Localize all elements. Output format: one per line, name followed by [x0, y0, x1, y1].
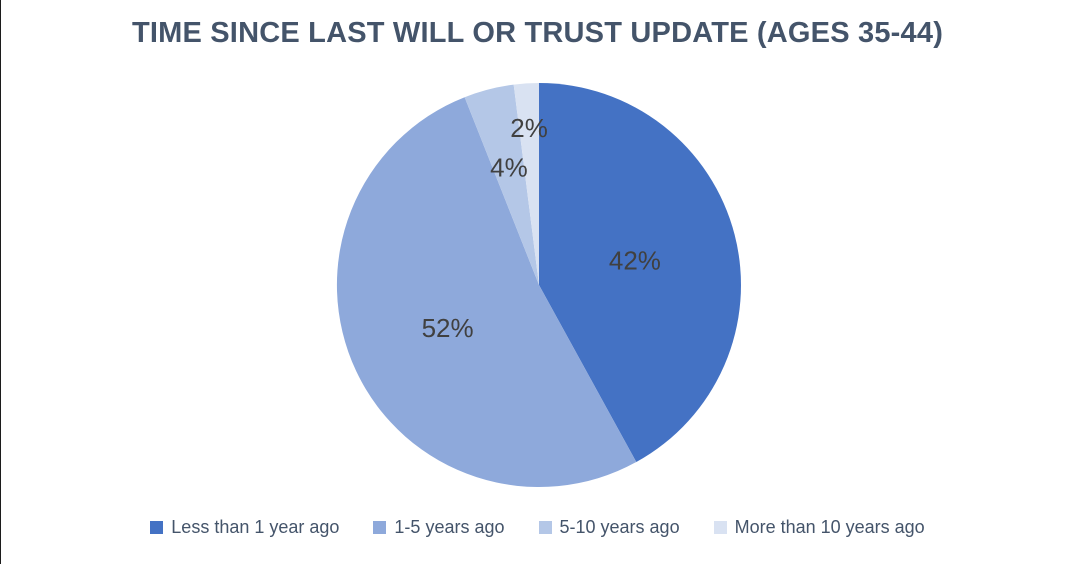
data-label-1: 42% — [609, 245, 661, 275]
pie-slice-3 — [464, 84, 539, 285]
chart-legend: Less than 1 year ago 1-5 years ago 5-10 ye… — [0, 517, 1075, 538]
legend-label: Less than 1 year ago — [171, 517, 340, 537]
legend-label: 5-10 years ago — [559, 517, 680, 537]
legend-label: More than 10 years ago — [734, 517, 925, 537]
legend-item-4: More than 10 years ago — [713, 517, 925, 538]
legend-item-2: 1-5 years ago — [373, 517, 505, 538]
left-edge-line — [0, 0, 1, 564]
chart-title: TIME SINCE LAST WILL OR TRUST UPDATE (AG… — [131, 17, 944, 49]
legend-swatch-icon — [538, 521, 552, 534]
legend-item-1: Less than 1 year ago — [150, 517, 339, 538]
legend-swatch-icon — [713, 521, 727, 534]
legend-label: 1-5 years ago — [394, 517, 505, 537]
pie-slice-4 — [513, 83, 539, 285]
data-label-3: 4% — [490, 153, 528, 183]
data-label-2: 52% — [422, 313, 474, 343]
pie-slice-1 — [539, 83, 741, 463]
legend-swatch-icon — [373, 521, 387, 534]
data-label-4: 2% — [510, 113, 548, 143]
legend-item-3: 5-10 years ago — [538, 517, 680, 538]
pie-slice-2 — [336, 97, 637, 488]
legend-swatch-icon — [150, 521, 164, 534]
